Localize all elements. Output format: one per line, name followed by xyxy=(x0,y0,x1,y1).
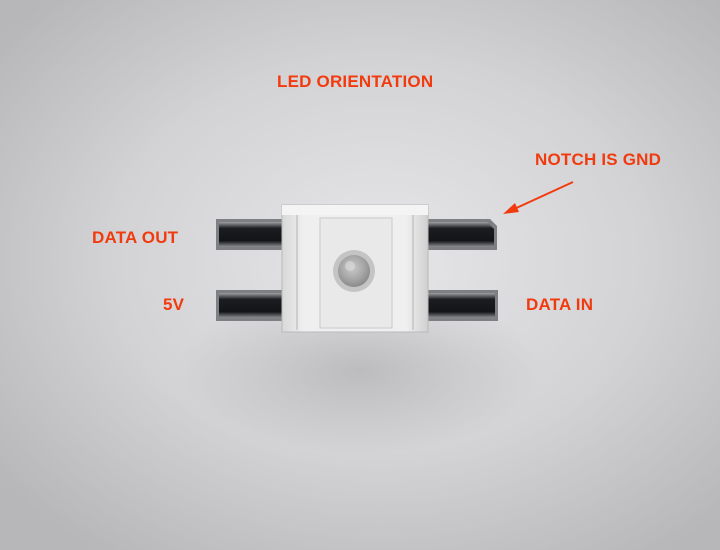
led-lens xyxy=(333,250,375,292)
power-5v-label: 5V xyxy=(163,295,185,314)
pin-gnd-notched xyxy=(426,219,497,250)
page-title: LED ORIENTATION xyxy=(277,72,434,91)
data-in-label: DATA IN xyxy=(526,295,594,314)
notch-arrow xyxy=(503,181,574,214)
pin-data-out xyxy=(216,219,292,250)
pin-5v xyxy=(216,290,292,321)
notch-label: NOTCH IS GND xyxy=(535,150,662,169)
data-out-label: DATA OUT xyxy=(92,228,179,247)
pin-data-in xyxy=(426,290,498,321)
